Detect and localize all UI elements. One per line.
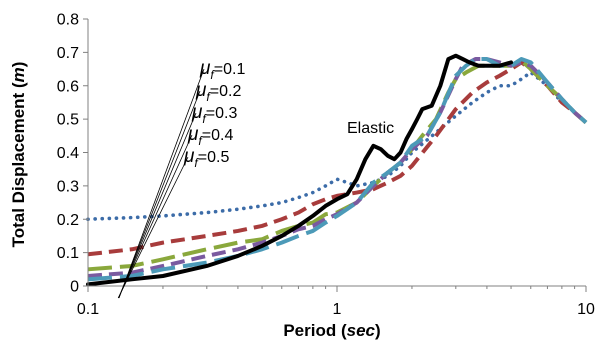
y-tick-label: 0.4 [57, 145, 79, 162]
mu-label: μf=0.2 [195, 80, 241, 104]
y-axis-title-part: Total Displacement ( [9, 82, 28, 247]
mu-value: =0.4 [202, 127, 234, 144]
series-layer [86, 53, 588, 287]
mu-symbol: μ [183, 146, 195, 167]
y-axis-title-part: ) [9, 62, 28, 68]
mu-value: =0.3 [206, 105, 238, 122]
mu-symbol: μ [187, 124, 199, 145]
x-axis-title: Period (sec) [283, 321, 380, 340]
mu-symbol: μ [191, 102, 203, 123]
series-line-elastic [86, 53, 514, 287]
mu-leader-line [118, 134, 193, 299]
mu-leader-line [117, 156, 189, 299]
y-tick-label: 0.5 [57, 112, 79, 129]
series-line-mu-f-0-5 [87, 57, 588, 282]
mu-leader-line [118, 112, 197, 299]
mu-label: μf=0.5 [183, 146, 229, 170]
y-tick-label: 0.2 [57, 212, 79, 229]
mu-subscript: f [202, 112, 207, 126]
mu-subscript: f [206, 90, 211, 104]
x-axis-title-part: sec [347, 321, 376, 340]
axes-layer: 0 0.1 0.2 0.3 0.4 0.5 0.6 0.7 0.8 0.1 1 10 [57, 12, 595, 319]
mu-label: μf=0.4 [187, 124, 233, 148]
elastic-annotation: Elastic [347, 120, 394, 137]
mu-subscript: f [210, 68, 215, 82]
x-tick-label: 0.1 [77, 301, 99, 318]
mu-subscript: f [198, 134, 203, 148]
mu-leader-line [118, 90, 201, 299]
label-layer: Period (sec)Total Displacement (m) μf=0.1… [9, 58, 394, 340]
y-tick-label: 0.7 [57, 45, 79, 62]
x-axis-title-part: ) [375, 321, 381, 340]
mu-symbol: μ [195, 80, 207, 101]
y-tick-label: 0.6 [57, 78, 79, 95]
y-tick-label: 0 [70, 279, 79, 296]
mu-symbol: μ [199, 58, 211, 79]
mu-label: μf=0.1 [199, 58, 245, 82]
series-line-mu-f-0-4 [87, 57, 588, 278]
y-axis-title: Total Displacement (m) [9, 62, 28, 248]
y-tick-label: 0.3 [57, 178, 79, 195]
x-tick-label: 10 [577, 301, 595, 318]
mu-subscript: f [194, 156, 199, 170]
y-axis-title-part: m [9, 67, 28, 82]
y-tick-label: 0.8 [57, 12, 79, 29]
mu-label: μf=0.3 [191, 102, 237, 126]
mu-value: =0.1 [214, 61, 246, 78]
y-tick-label: 0.1 [57, 245, 79, 262]
series-line-mu-f-0-3 [87, 60, 588, 272]
series-line-mu-f-0-2 [87, 60, 588, 257]
x-axis-title-part: Period ( [283, 321, 347, 340]
mu-value: =0.2 [210, 83, 242, 100]
mu-leader-line [118, 68, 205, 299]
mu-value: =0.5 [198, 149, 230, 166]
x-tick-label: 1 [333, 301, 342, 318]
